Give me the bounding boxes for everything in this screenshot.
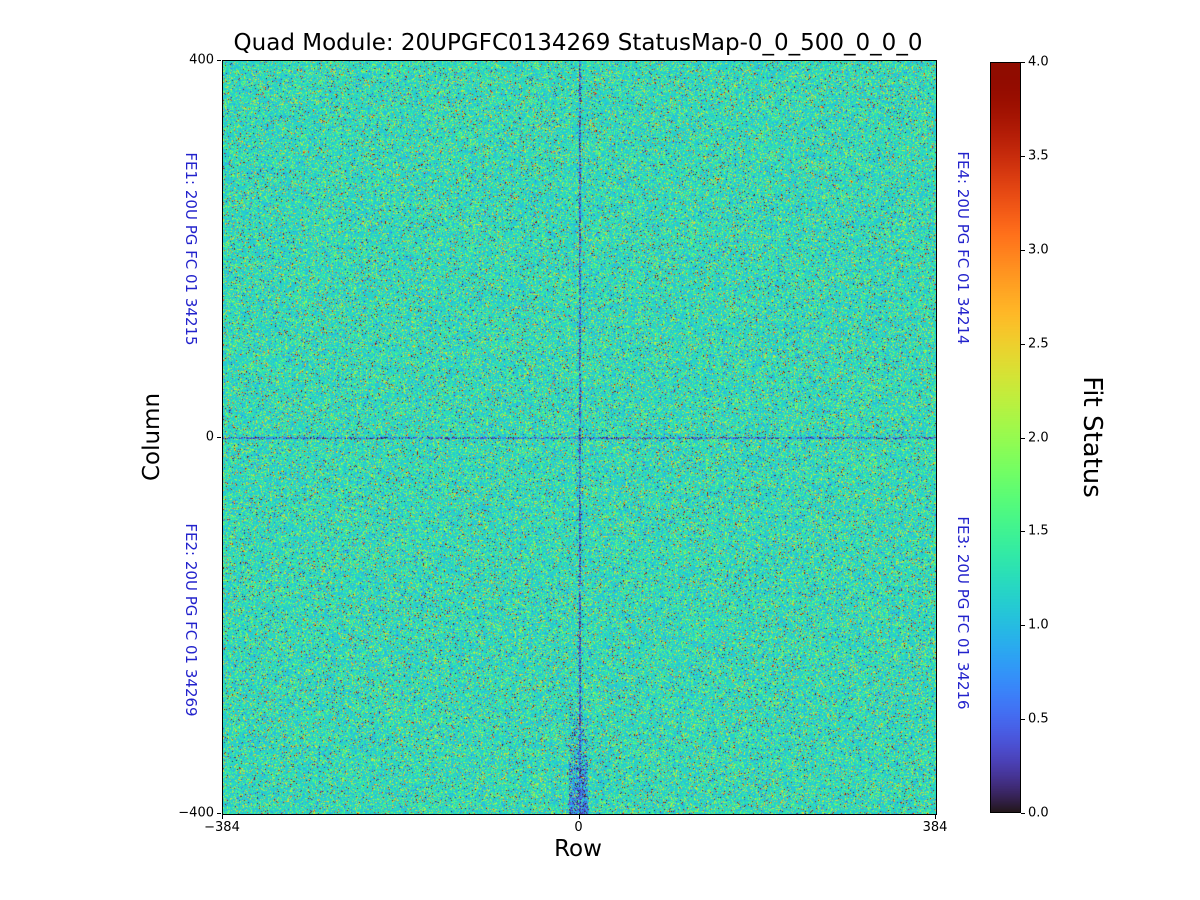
tick-mark — [1021, 625, 1025, 627]
colorbar-tick-label: 2.5 — [1028, 336, 1049, 352]
tick-mark — [578, 815, 580, 819]
plot-area — [222, 60, 937, 815]
colorbar-tick-label: 1.0 — [1028, 617, 1049, 633]
x-tick-label: −384 — [204, 820, 240, 835]
tick-mark — [217, 813, 221, 814]
tick-mark — [217, 436, 221, 438]
tick-mark — [1021, 62, 1025, 63]
colorbar — [990, 62, 1021, 813]
y-tick-label: 0 — [205, 429, 214, 444]
tick-mark — [1021, 249, 1025, 251]
colorbar-tick-label: 0.5 — [1028, 711, 1049, 727]
tick-mark — [1021, 531, 1025, 533]
colorbar-tick-label: 0.0 — [1028, 805, 1049, 821]
colorbar-tick-label: 4.0 — [1028, 54, 1049, 70]
colorbar-gradient-canvas — [991, 63, 1020, 812]
tick-mark — [935, 815, 936, 819]
tick-mark — [1021, 437, 1025, 439]
tick-mark — [1021, 155, 1025, 157]
y-tick-label: −400 — [178, 805, 214, 821]
tick-mark — [222, 815, 223, 819]
x-tick-label: 0 — [574, 820, 583, 835]
colorbar-tick-label: 3.5 — [1028, 148, 1049, 164]
tick-mark — [1021, 343, 1025, 345]
colorbar-tick-label: 2.0 — [1028, 430, 1049, 445]
tick-mark — [1021, 719, 1025, 721]
tick-mark — [1021, 813, 1025, 814]
status-heatmap-canvas — [223, 61, 936, 814]
x-axis-label: Row — [554, 836, 602, 862]
colorbar-tick-label: 1.5 — [1028, 523, 1049, 539]
y-tick-label: 400 — [189, 52, 214, 68]
plot-title: Quad Module: 20UPGFC0134269 StatusMap-0_… — [233, 30, 923, 56]
x-tick-label: 384 — [922, 820, 948, 835]
colorbar-tick-label: 3.0 — [1028, 242, 1049, 258]
tick-mark — [217, 60, 221, 61]
